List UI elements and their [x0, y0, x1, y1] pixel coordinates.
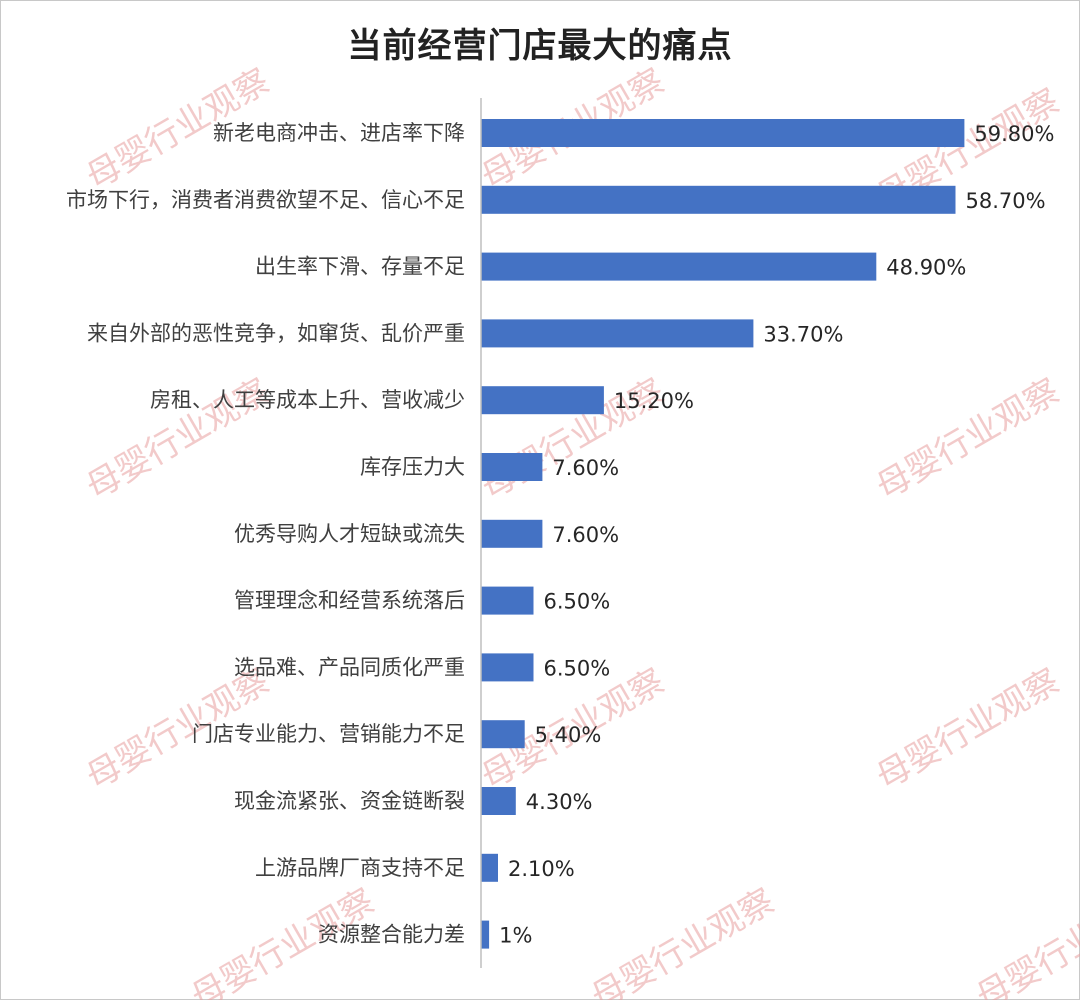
- bar: [481, 853, 498, 882]
- data-label: 7.60%: [552, 523, 619, 547]
- watermark-text: 母婴行业观察: [870, 371, 1067, 508]
- watermark-text: 母婴行业观察: [585, 881, 782, 1000]
- bar: [481, 119, 965, 147]
- category-label: 来自外部的恶性竞争，如窜货、乱价严重: [87, 321, 465, 345]
- data-label: 2.10%: [508, 857, 575, 881]
- bar: [481, 720, 525, 749]
- data-label: 58.70%: [966, 189, 1046, 213]
- chart-title: 当前经营门店最大的痛点: [347, 26, 733, 66]
- category-label: 房租、人工等成本上升、营收减少: [150, 388, 465, 412]
- category-label: 新老电商冲击、进店率下降: [213, 121, 465, 145]
- bar: [481, 453, 543, 481]
- data-label: 1%: [499, 924, 532, 948]
- data-label: 48.90%: [886, 256, 966, 280]
- data-label: 33.70%: [763, 322, 843, 346]
- data-label: 15.20%: [614, 389, 694, 413]
- category-label: 上游品牌厂商支持不足: [255, 856, 465, 880]
- category-label: 出生率下滑、存量不足: [255, 255, 465, 279]
- bar: [481, 319, 754, 348]
- bar: [481, 252, 877, 281]
- category-label: 优秀导购人才短缺或流失: [234, 522, 465, 546]
- watermark-text: 母婴行业观察: [970, 881, 1080, 1000]
- category-label: 门店专业能力、营销能力不足: [192, 722, 465, 746]
- category-label: 现金流紧张、资金链断裂: [234, 789, 465, 813]
- bar: [481, 519, 543, 548]
- bar: [481, 586, 534, 615]
- data-label: 7.60%: [552, 456, 619, 480]
- data-label: 4.30%: [526, 790, 593, 814]
- data-label: 6.50%: [544, 656, 611, 680]
- data-label: 5.40%: [535, 723, 602, 747]
- bar: [481, 185, 956, 214]
- category-label: 市场下行，消费者消费欲望不足、信心不足: [66, 188, 465, 212]
- category-label: 资源整合能力差: [318, 923, 465, 947]
- bar: [481, 386, 604, 415]
- data-label: 6.50%: [544, 590, 611, 614]
- bar: [481, 787, 516, 815]
- bar: [481, 920, 490, 949]
- data-label: 59.80%: [974, 122, 1054, 146]
- watermark-text: 母婴行业观察: [870, 661, 1067, 798]
- bar: [481, 653, 534, 682]
- category-label: 管理理念和经营系统落后: [234, 589, 465, 613]
- category-label: 选品难、产品同质化严重: [234, 655, 465, 679]
- category-label: 库存压力大: [360, 455, 465, 479]
